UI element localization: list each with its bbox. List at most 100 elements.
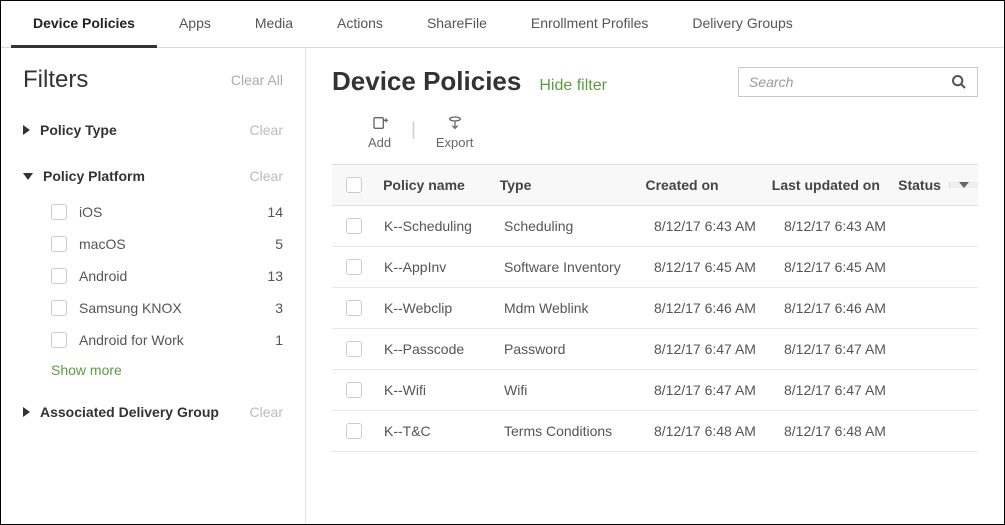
- table-body: K--Scheduling Scheduling 8/12/17 6:43 AM…: [332, 206, 978, 452]
- col-type[interactable]: Type: [492, 165, 638, 205]
- tab-enrollment-profiles[interactable]: Enrollment Profiles: [509, 1, 671, 47]
- filter-group-policy-platform: Policy Platform Clear iOS 14: [23, 160, 283, 382]
- filter-option-android[interactable]: Android 13: [51, 260, 283, 292]
- tab-delivery-groups[interactable]: Delivery Groups: [670, 1, 814, 47]
- add-label: Add: [368, 135, 391, 150]
- cell-updated: 8/12/17 6:47 AM: [776, 370, 906, 410]
- tab-device-policies[interactable]: Device Policies: [11, 1, 157, 48]
- clear-button[interactable]: Clear: [250, 122, 283, 138]
- filter-label: macOS: [79, 236, 126, 252]
- cell-updated: 8/12/17 6:46 AM: [776, 288, 906, 328]
- row-checkbox[interactable]: [346, 423, 362, 439]
- page-title: Device Policies: [332, 66, 521, 97]
- cell-updated: 8/12/17 6:47 AM: [776, 329, 906, 369]
- filter-count: 13: [267, 268, 283, 284]
- filter-option-samsung-knox[interactable]: Samsung KNOX 3: [51, 292, 283, 324]
- filter-toggle-policy-platform[interactable]: Policy Platform Clear: [23, 160, 283, 192]
- cell-updated: 8/12/17 6:43 AM: [776, 206, 906, 246]
- table-row[interactable]: K--Webclip Mdm Weblink 8/12/17 6:46 AM 8…: [332, 288, 978, 329]
- filter-toggle-policy-type[interactable]: Policy Type Clear: [23, 114, 283, 146]
- cell-status: [906, 419, 948, 443]
- chevron-down-icon: [959, 182, 969, 188]
- filters-title: Filters: [23, 66, 88, 94]
- hide-filter-button[interactable]: Hide filter: [539, 77, 607, 95]
- main-header: Device Policies Hide filter: [332, 66, 978, 97]
- main-panel: Device Policies Hide filter Add | Export: [306, 48, 1004, 524]
- cell-status: [906, 378, 948, 402]
- show-more-button[interactable]: Show more: [51, 356, 283, 382]
- filter-option-android-work[interactable]: Android for Work 1: [51, 324, 283, 356]
- checkbox[interactable]: [51, 268, 67, 284]
- checkbox[interactable]: [51, 300, 67, 316]
- cell-type: Software Inventory: [496, 247, 646, 287]
- clear-button[interactable]: Clear: [250, 168, 283, 184]
- clear-all-button[interactable]: Clear All: [231, 72, 283, 88]
- col-policy-name[interactable]: Policy name: [375, 165, 492, 205]
- row-checkbox[interactable]: [346, 218, 362, 234]
- filter-option-ios[interactable]: iOS 14: [51, 196, 283, 228]
- table-row[interactable]: K--T&C Terms Conditions 8/12/17 6:48 AM …: [332, 411, 978, 452]
- row-checkbox[interactable]: [346, 259, 362, 275]
- tab-actions[interactable]: Actions: [315, 1, 405, 47]
- filter-count: 3: [275, 300, 283, 316]
- filters-sidebar: Filters Clear All Policy Type Clear Poli…: [1, 48, 306, 524]
- export-label: Export: [436, 135, 474, 150]
- select-all-checkbox[interactable]: [346, 177, 362, 193]
- checkbox[interactable]: [51, 204, 67, 220]
- cell-status: [906, 214, 948, 238]
- cell-type: Password: [496, 329, 646, 369]
- caret-down-icon: [23, 173, 33, 180]
- cell-type: Wifi: [496, 370, 646, 410]
- row-checkbox[interactable]: [346, 382, 362, 398]
- policies-table: Policy name Type Created on Last updated…: [332, 164, 978, 452]
- cell-status: [906, 255, 948, 279]
- filter-group-label: Policy Platform: [43, 168, 145, 184]
- table-row[interactable]: K--AppInv Software Inventory 8/12/17 6:4…: [332, 247, 978, 288]
- table-header: Policy name Type Created on Last updated…: [332, 165, 978, 206]
- tab-sharefile[interactable]: ShareFile: [405, 1, 509, 47]
- filter-option-macos[interactable]: macOS 5: [51, 228, 283, 260]
- app-root: Device Policies Apps Media Actions Share…: [0, 0, 1005, 525]
- row-checkbox[interactable]: [346, 341, 362, 357]
- cell-created: 8/12/17 6:47 AM: [646, 329, 776, 369]
- checkbox[interactable]: [51, 332, 67, 348]
- tab-apps[interactable]: Apps: [157, 1, 233, 47]
- search-box[interactable]: [738, 67, 978, 97]
- export-button[interactable]: Export: [436, 115, 474, 150]
- search-icon: [951, 74, 967, 90]
- cell-created: 8/12/17 6:47 AM: [646, 370, 776, 410]
- table-row[interactable]: K--Passcode Password 8/12/17 6:47 AM 8/1…: [332, 329, 978, 370]
- cell-name: K--Wifi: [376, 370, 496, 410]
- toolbar-separator: |: [405, 119, 422, 140]
- filter-label: Android: [79, 268, 127, 284]
- cell-name: K--Passcode: [376, 329, 496, 369]
- table-row[interactable]: K--Scheduling Scheduling 8/12/17 6:43 AM…: [332, 206, 978, 247]
- col-status[interactable]: Status: [890, 165, 949, 205]
- cell-name: K--Webclip: [376, 288, 496, 328]
- filter-group-assoc-delivery: Associated Delivery Group Clear: [23, 396, 283, 428]
- body: Filters Clear All Policy Type Clear Poli…: [1, 48, 1004, 524]
- search-input[interactable]: [749, 74, 951, 90]
- filter-count: 5: [275, 236, 283, 252]
- row-checkbox[interactable]: [346, 300, 362, 316]
- add-button[interactable]: Add: [368, 115, 391, 150]
- cell-created: 8/12/17 6:45 AM: [646, 247, 776, 287]
- filter-label: Samsung KNOX: [79, 300, 182, 316]
- cell-type: Terms Conditions: [496, 411, 646, 451]
- checkbox[interactable]: [51, 236, 67, 252]
- col-created[interactable]: Created on: [637, 165, 763, 205]
- column-settings-button[interactable]: [949, 182, 978, 188]
- table-row[interactable]: K--Wifi Wifi 8/12/17 6:47 AM 8/12/17 6:4…: [332, 370, 978, 411]
- filter-count: 14: [267, 204, 283, 220]
- tab-media[interactable]: Media: [233, 1, 315, 47]
- cell-name: K--T&C: [376, 411, 496, 451]
- filter-toggle-assoc-delivery[interactable]: Associated Delivery Group Clear: [23, 396, 283, 428]
- export-icon: [447, 115, 463, 131]
- cell-type: Scheduling: [496, 206, 646, 246]
- cell-status: [906, 337, 948, 361]
- clear-button[interactable]: Clear: [250, 404, 283, 420]
- cell-created: 8/12/17 6:43 AM: [646, 206, 776, 246]
- col-updated[interactable]: Last updated on: [764, 165, 890, 205]
- caret-right-icon: [23, 125, 30, 135]
- cell-updated: 8/12/17 6:45 AM: [776, 247, 906, 287]
